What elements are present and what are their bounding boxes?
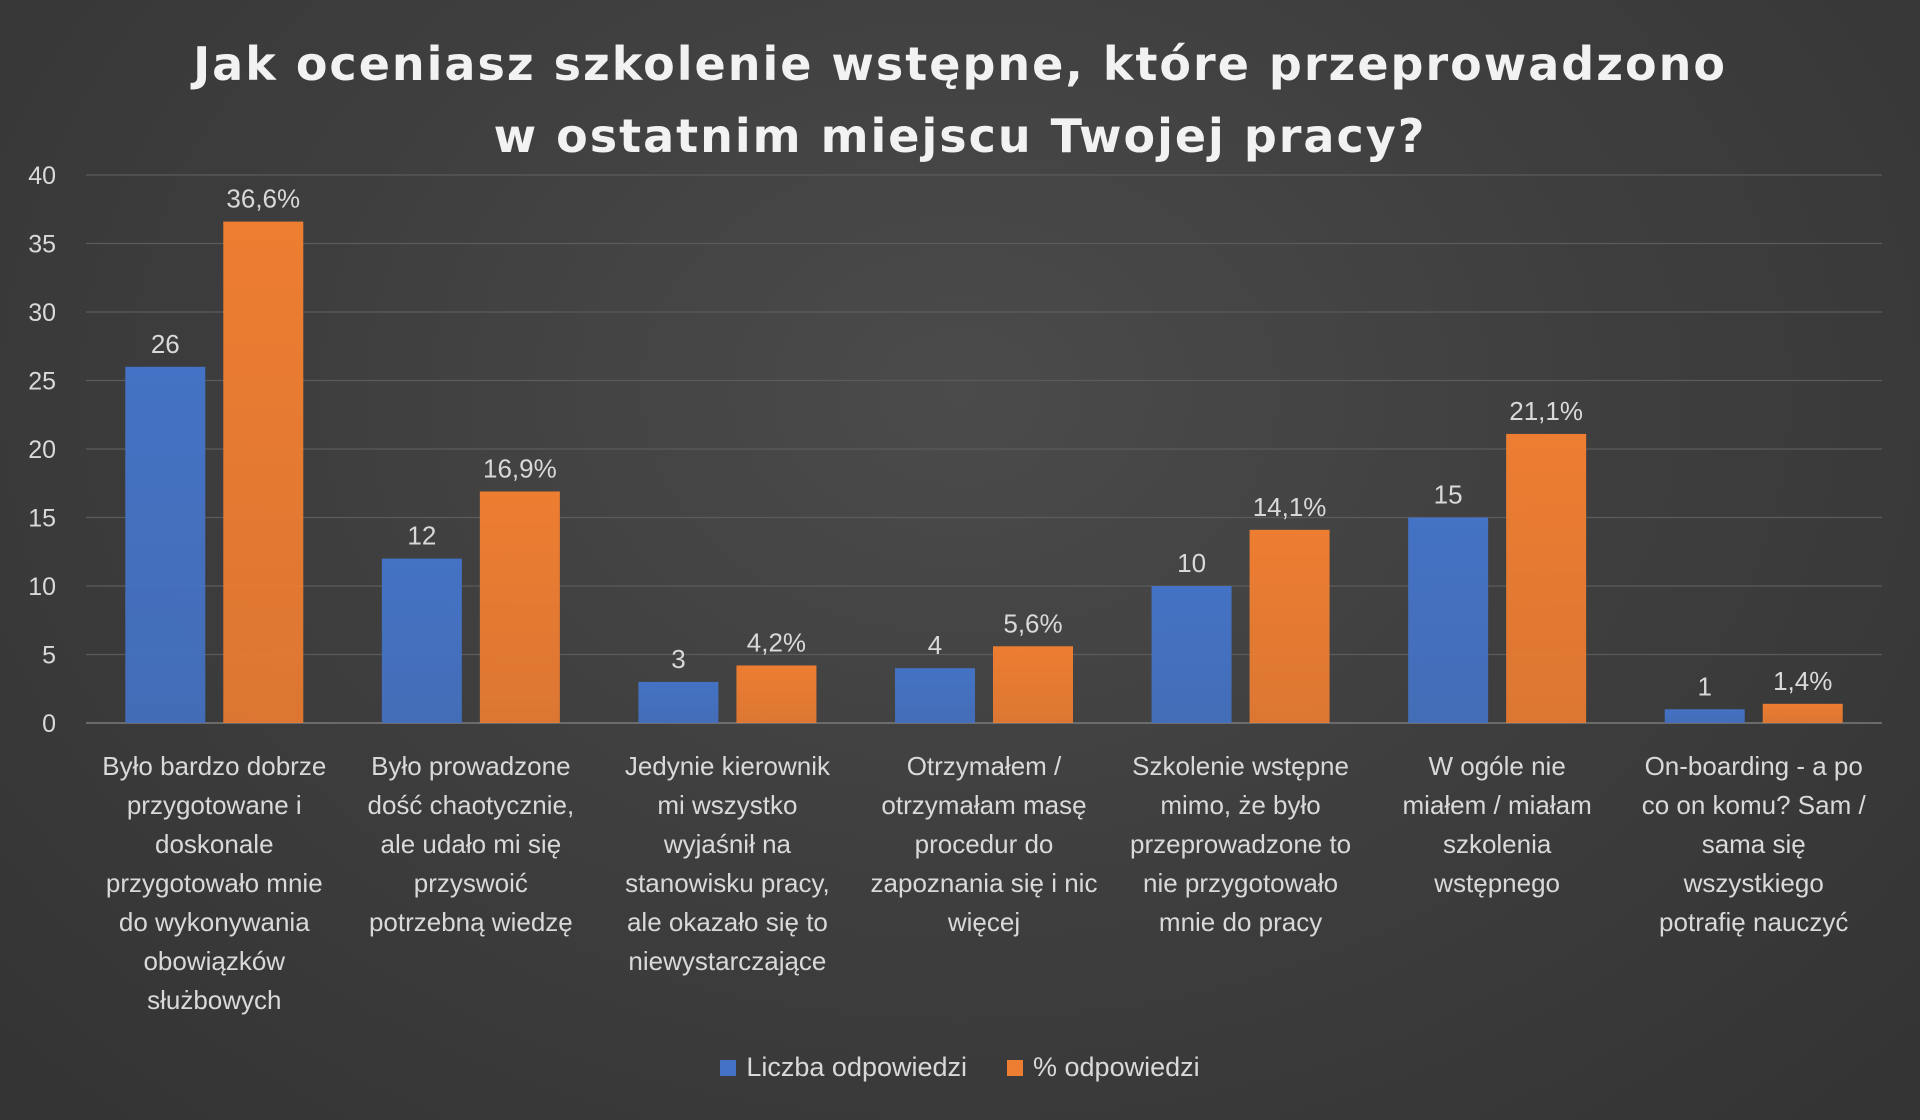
bar-count bbox=[895, 668, 975, 723]
bar-percent bbox=[1506, 433, 1587, 723]
bar-count bbox=[125, 366, 206, 723]
y-tick-label: 15 bbox=[28, 505, 56, 533]
bar-percent bbox=[223, 221, 304, 723]
x-tick-label: Było prowadzone dość chaotycznie, ale udał… bbox=[368, 751, 575, 937]
chart-legend: Liczba odpowiedzi % odpowiedzi bbox=[0, 1052, 1920, 1083]
x-tick-label: W ogóle nie miałem / miałam szkolenia wstęp… bbox=[1403, 751, 1592, 898]
bar-count bbox=[638, 681, 719, 723]
data-label: 3 bbox=[671, 644, 685, 674]
data-label: 36,6% bbox=[226, 184, 300, 214]
legend-label-procent-odpowiedzi: % odpowiedzi bbox=[1033, 1052, 1200, 1082]
chart-title-line-2: w ostatnim miejscu Twojej pracy? bbox=[493, 109, 1427, 163]
x-tick-label: Jedynie kierownik mi wszystko wyjaśnił na s… bbox=[625, 751, 831, 976]
bar-percent bbox=[736, 665, 817, 723]
x-tick-label: Było bardzo dobrze przygotowane i doskonal… bbox=[102, 751, 326, 1015]
legend-swatch-procent-odpowiedzi bbox=[1007, 1059, 1024, 1076]
y-tick-label: 30 bbox=[28, 299, 56, 327]
data-label: 26 bbox=[151, 329, 180, 359]
bar-percent bbox=[1249, 529, 1330, 723]
bar-percent bbox=[1762, 703, 1843, 723]
y-tick-label: 25 bbox=[28, 368, 56, 396]
data-label: 15 bbox=[1434, 480, 1463, 510]
y-tick-label: 5 bbox=[42, 642, 56, 670]
x-tick-label: Otrzymałem / otrzymałam masę procedur do za… bbox=[871, 751, 1098, 937]
x-tick-label: On-boarding - a po co on komu? Sam / sama … bbox=[1642, 751, 1867, 937]
data-label: 1,4% bbox=[1773, 666, 1832, 696]
data-label: 4 bbox=[928, 630, 942, 660]
legend-swatch-liczba-odpowiedzi bbox=[720, 1059, 737, 1076]
data-label: 10 bbox=[1177, 548, 1206, 578]
y-tick-label: 35 bbox=[28, 231, 56, 259]
x-tick-label: Szkolenie wstępne mimo, że było przeprowad… bbox=[1130, 751, 1351, 937]
data-label: 4,2% bbox=[747, 627, 806, 657]
y-tick-label: 20 bbox=[28, 436, 56, 464]
legend-item-liczba-odpowiedzi[interactable]: Liczba odpowiedzi bbox=[720, 1052, 967, 1083]
data-label: 16,9% bbox=[483, 453, 557, 483]
bar-percent bbox=[993, 646, 1073, 723]
bar-count bbox=[381, 558, 462, 723]
y-tick-label: 10 bbox=[28, 573, 56, 601]
chart-title-line-1: Jak oceniasz szkolenie wstępne, które pr… bbox=[193, 37, 1727, 91]
bar-count bbox=[1664, 709, 1745, 723]
bar-count bbox=[1408, 517, 1489, 723]
data-label: 12 bbox=[407, 521, 436, 551]
legend-item-procent-odpowiedzi[interactable]: % odpowiedzi bbox=[1007, 1052, 1200, 1083]
data-label: 5,6% bbox=[1003, 608, 1062, 638]
data-label: 21,1% bbox=[1509, 396, 1583, 426]
chart-title: Jak oceniasz szkolenie wstępne, które pr… bbox=[160, 28, 1760, 172]
data-label: 14,1% bbox=[1253, 492, 1327, 522]
y-tick-label: 0 bbox=[42, 710, 56, 738]
legend-label-liczba-odpowiedzi: Liczba odpowiedzi bbox=[746, 1052, 968, 1082]
y-tick-label: 40 bbox=[28, 162, 56, 190]
bar-count bbox=[1151, 586, 1232, 723]
data-label: 1 bbox=[1697, 671, 1711, 701]
bar-percent bbox=[479, 491, 560, 723]
